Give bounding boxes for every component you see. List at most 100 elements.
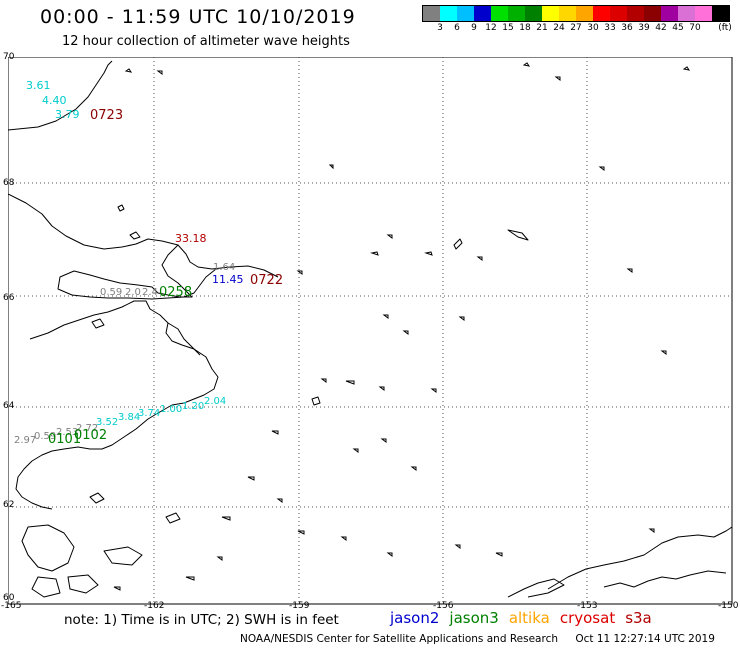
swh-label: 2.04 bbox=[204, 396, 226, 407]
legend-tick-label: 45 bbox=[672, 23, 684, 33]
islet bbox=[402, 330, 409, 335]
units-note: note: 1) Time is in UTC; 2) SWH is in fe… bbox=[64, 612, 339, 628]
legend-tick-label: 24 bbox=[553, 23, 565, 33]
lon-label: -162 bbox=[144, 601, 165, 611]
lat-label: 64 bbox=[3, 401, 15, 411]
swh-label: 3.84 bbox=[118, 412, 140, 423]
lon-label: -156 bbox=[433, 601, 454, 611]
islet bbox=[156, 70, 163, 75]
islet bbox=[113, 586, 121, 591]
coastline-island-small-5 bbox=[507, 229, 529, 241]
coastline-island-small-6 bbox=[453, 238, 463, 250]
swh-label: 2.97 bbox=[14, 435, 36, 446]
footer-timestamp: Oct 11 12:27:14 UTC 2019 bbox=[575, 633, 715, 645]
coastline-kotzebue-sound bbox=[8, 193, 279, 300]
islet bbox=[345, 380, 355, 385]
legend-swatch bbox=[695, 6, 712, 21]
islet bbox=[382, 314, 389, 319]
satellite-jason2: jason2 bbox=[390, 609, 440, 627]
legend-swatch bbox=[491, 6, 508, 21]
islet bbox=[454, 544, 461, 549]
time-label: 0722 bbox=[250, 273, 283, 288]
coastline-island-small-8 bbox=[165, 512, 181, 524]
scattered-islands bbox=[113, 62, 691, 591]
coastline-island-small-3 bbox=[91, 318, 105, 329]
coastline-island-small-1 bbox=[117, 204, 125, 212]
map-title: 00:00 - 11:59 UTC 10/10/2019 bbox=[40, 6, 356, 28]
lon-label: -150 bbox=[718, 601, 739, 611]
legend-tick-label: 42 bbox=[655, 23, 667, 33]
legend-labels: 3 6 9 12 15 18 21 24 27 30 33 36 39 42 45 70 (ft) bbox=[422, 23, 738, 37]
islet bbox=[495, 552, 503, 557]
legend-swatch bbox=[474, 6, 491, 21]
legend-tick-label: 9 bbox=[471, 23, 477, 33]
swh-label: 4.40 bbox=[42, 94, 67, 107]
swh-label: 0.59 bbox=[34, 431, 56, 442]
legend-swatch bbox=[542, 6, 559, 21]
islet bbox=[648, 528, 655, 533]
coastline-south-coast bbox=[507, 578, 565, 598]
lon-label: -159 bbox=[289, 601, 310, 611]
islet bbox=[554, 76, 561, 81]
islet bbox=[370, 251, 379, 256]
swh-label: 2.4 bbox=[142, 287, 158, 298]
swh-label: 33.18 bbox=[175, 232, 207, 245]
legend-tick-label: 33 bbox=[604, 23, 616, 33]
legend-swatch bbox=[610, 6, 627, 21]
lon-label: -153 bbox=[577, 601, 598, 611]
islet bbox=[271, 430, 279, 435]
islet bbox=[221, 516, 231, 521]
coastline-northwest-alaska bbox=[8, 60, 113, 131]
time-label: 0723 bbox=[90, 108, 123, 123]
legend-tick-label: 18 bbox=[519, 23, 531, 33]
legend-tick-label: 39 bbox=[638, 23, 650, 33]
swh-label: 2.0 bbox=[125, 287, 141, 298]
islet bbox=[340, 536, 347, 541]
legend-swatch bbox=[576, 6, 593, 21]
graticule bbox=[8, 57, 732, 604]
coastline-south-islands bbox=[21, 524, 143, 598]
legend-swatch bbox=[508, 6, 525, 21]
lon-label: -165 bbox=[1, 601, 22, 611]
lat-label: 62 bbox=[3, 500, 15, 510]
islet bbox=[410, 466, 417, 471]
legend-tick-label: 36 bbox=[621, 23, 633, 33]
islet bbox=[276, 498, 283, 503]
legend-swatch bbox=[644, 6, 661, 21]
color-legend: 3 6 9 12 15 18 21 24 27 30 33 36 39 42 45 70 (ft) bbox=[422, 5, 738, 41]
swh-label: 1.20 bbox=[182, 401, 204, 412]
islet bbox=[380, 438, 387, 443]
time-label: 0101 bbox=[48, 432, 81, 447]
legend-tick-label: 21 bbox=[536, 23, 548, 33]
islet bbox=[682, 66, 691, 71]
time-label: 0258 bbox=[159, 285, 192, 300]
islet bbox=[185, 576, 195, 581]
islet bbox=[352, 448, 359, 453]
islet bbox=[424, 251, 433, 256]
coastline-kenai-peninsula bbox=[547, 526, 733, 590]
islet bbox=[522, 62, 531, 67]
islet bbox=[476, 256, 483, 261]
legend-unit: (ft) bbox=[718, 23, 732, 33]
legend-tick-label: 27 bbox=[570, 23, 582, 33]
wave-height-map: 3.61 4.40 3.79 0723 33.18 1.64 11.45 072… bbox=[8, 57, 733, 605]
legend-tick-label: 12 bbox=[485, 23, 497, 33]
map-subtitle: 12 hour collection of altimeter wave hei… bbox=[62, 34, 350, 49]
islet bbox=[660, 350, 667, 355]
legend-swatch bbox=[440, 6, 457, 21]
islet bbox=[378, 386, 385, 391]
swh-label: 1.00 bbox=[160, 404, 182, 415]
legend-tick-label: 70 bbox=[689, 23, 701, 33]
lat-label: 68 bbox=[3, 178, 15, 188]
lat-label: 60 bbox=[3, 593, 15, 603]
coastline-norton-sound bbox=[167, 322, 201, 356]
legend-swatches bbox=[422, 5, 730, 22]
swh-label: 3.52 bbox=[96, 417, 118, 428]
wave-height-annotations: 3.61 4.40 3.79 0723 33.18 1.64 11.45 072… bbox=[14, 79, 283, 447]
satellite-altika: altika bbox=[508, 609, 550, 627]
islet bbox=[320, 378, 327, 383]
legend-tick-label: 30 bbox=[587, 23, 599, 33]
legend-tick-label: 3 bbox=[437, 23, 443, 33]
islet bbox=[386, 552, 393, 557]
swh-label: 3.74 bbox=[138, 408, 160, 419]
